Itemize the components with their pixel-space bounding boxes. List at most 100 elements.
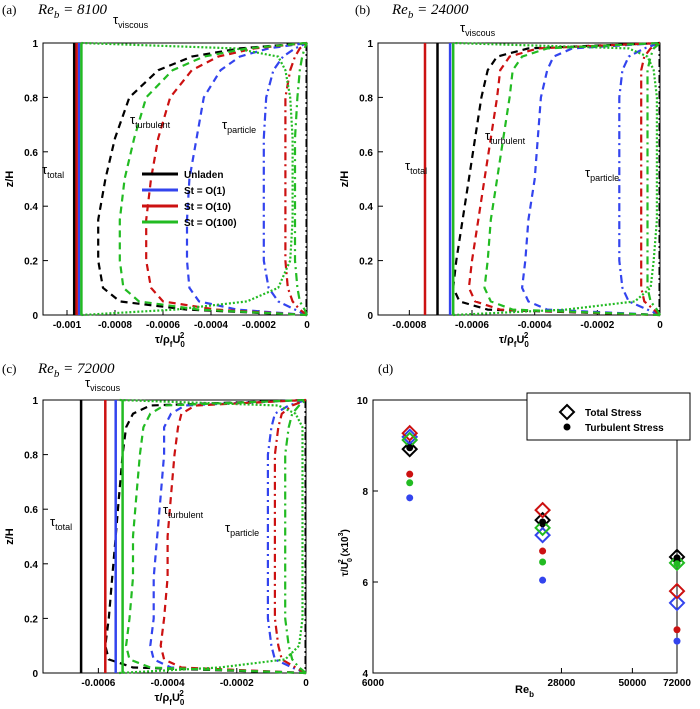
diamond-marker [668,594,686,612]
legend-box [526,392,691,441]
dot-marker [406,479,414,487]
diamond-marker [534,501,552,519]
y-tick-label: 0.6 [359,148,373,159]
annotation: τturbulent [130,112,171,130]
profile-line [97,41,308,317]
dot-marker [406,470,414,478]
text-part: turbulent [135,120,171,130]
profile-line [149,398,307,675]
x-tick-label: -0.001 [53,320,82,331]
text-part: Re [515,684,529,696]
panel-label: (a) [2,2,16,17]
profile-line [640,42,661,316]
text-part: viscous [90,383,121,393]
profile-line [159,398,307,675]
y-axis-label: z/H [4,528,16,545]
x-tick-label: -0.0004 [194,320,228,331]
legend-label: St = O(10) [184,202,231,213]
profile-line [293,42,309,316]
y-tick-label: 0.8 [24,451,38,462]
dot-marker [673,637,681,645]
text-part: τ [163,502,169,517]
x-tick-label: 0 [303,678,309,689]
plot-frame [377,42,661,316]
annotation: τtotal [405,158,427,176]
y-tick-label: 0.6 [24,505,38,516]
text-part: particle [230,528,259,538]
text-part: 2 [180,331,185,340]
y-tick-label: 1 [32,39,38,50]
x-tick-label: -0.0006 [455,320,489,331]
dot-marker [673,554,681,562]
plot-frame [372,399,678,674]
annotation: τtotal [42,162,64,180]
diamond-marker [401,440,419,458]
text-part: viscous [118,20,149,30]
x-tick-label: -0.0008 [392,320,426,331]
y-tick-label: 1 [32,396,38,407]
profile-line [145,41,308,317]
text-part: 2 [524,331,529,340]
text-part: f [514,340,517,349]
text-part: τ [85,375,91,390]
y-tick-label: 0.6 [24,148,38,159]
text-part: U [516,334,524,346]
x-tick-label: 50000 [618,678,646,689]
dot-marker [539,576,547,584]
text-part: 0 [347,558,354,562]
x-tick-label: -0.0004 [151,678,185,689]
text-part: τ [42,162,48,177]
text-part: = 72000 [59,361,115,377]
text-part: τ/ρ [499,334,514,346]
profile-line [618,41,661,317]
dot-marker [406,444,414,452]
annotation: τtotal [50,514,72,532]
text-part: 2 [338,559,345,563]
y-tick-label: 1 [367,39,373,50]
x-tick-label: 6000 [362,678,385,689]
y-tick-label: 4 [362,669,368,680]
dot-marker [539,558,547,566]
legend-label: St = O(100) [184,218,237,229]
text-part: ) [340,529,351,532]
diamond-marker [534,526,552,544]
y-axis-label: z/H [4,171,16,188]
x-axis-label: Reb [515,684,534,699]
panel-label: (d) [378,361,393,376]
y-tick-label: 0.8 [359,93,373,104]
text-part: b [54,368,60,380]
text-part: f [169,698,172,707]
y-tick-label: 0.4 [24,202,38,213]
y-axis-label: τ/U02 (x103) [338,529,354,576]
text-part: Re [37,361,54,377]
text-part: Re [391,2,408,18]
y-tick-label: 0 [32,669,38,680]
profile-line [646,42,661,316]
profile-line [467,41,661,317]
y-tick-label: 0 [32,311,38,322]
y-tick-label: 6 [362,578,368,589]
annotation: τparticle [222,117,256,135]
annotation: τturbulent [485,128,526,146]
profile-line [483,41,661,317]
profile-line [273,398,307,674]
y-tick-label: 0.8 [24,93,38,104]
diamond-marker [668,582,686,600]
profile-line [452,41,661,317]
text-part: total [55,522,72,532]
text-part: b [54,9,60,21]
dot-marker [673,560,681,568]
y-tick-label: 0.2 [24,257,38,268]
profile-line [284,42,308,316]
text-part: τ [405,158,411,173]
legend-label: Turbulent Stress [585,423,664,434]
text-part: 2 [179,689,184,698]
y-tick-label: 8 [362,487,368,498]
text-part: b [529,690,534,699]
text-part: τ [225,520,231,535]
annotation: τviscous [460,20,496,38]
y-tick-label: 10 [357,396,369,407]
text-part: Re [37,2,54,18]
text-part: 0 [180,340,185,349]
